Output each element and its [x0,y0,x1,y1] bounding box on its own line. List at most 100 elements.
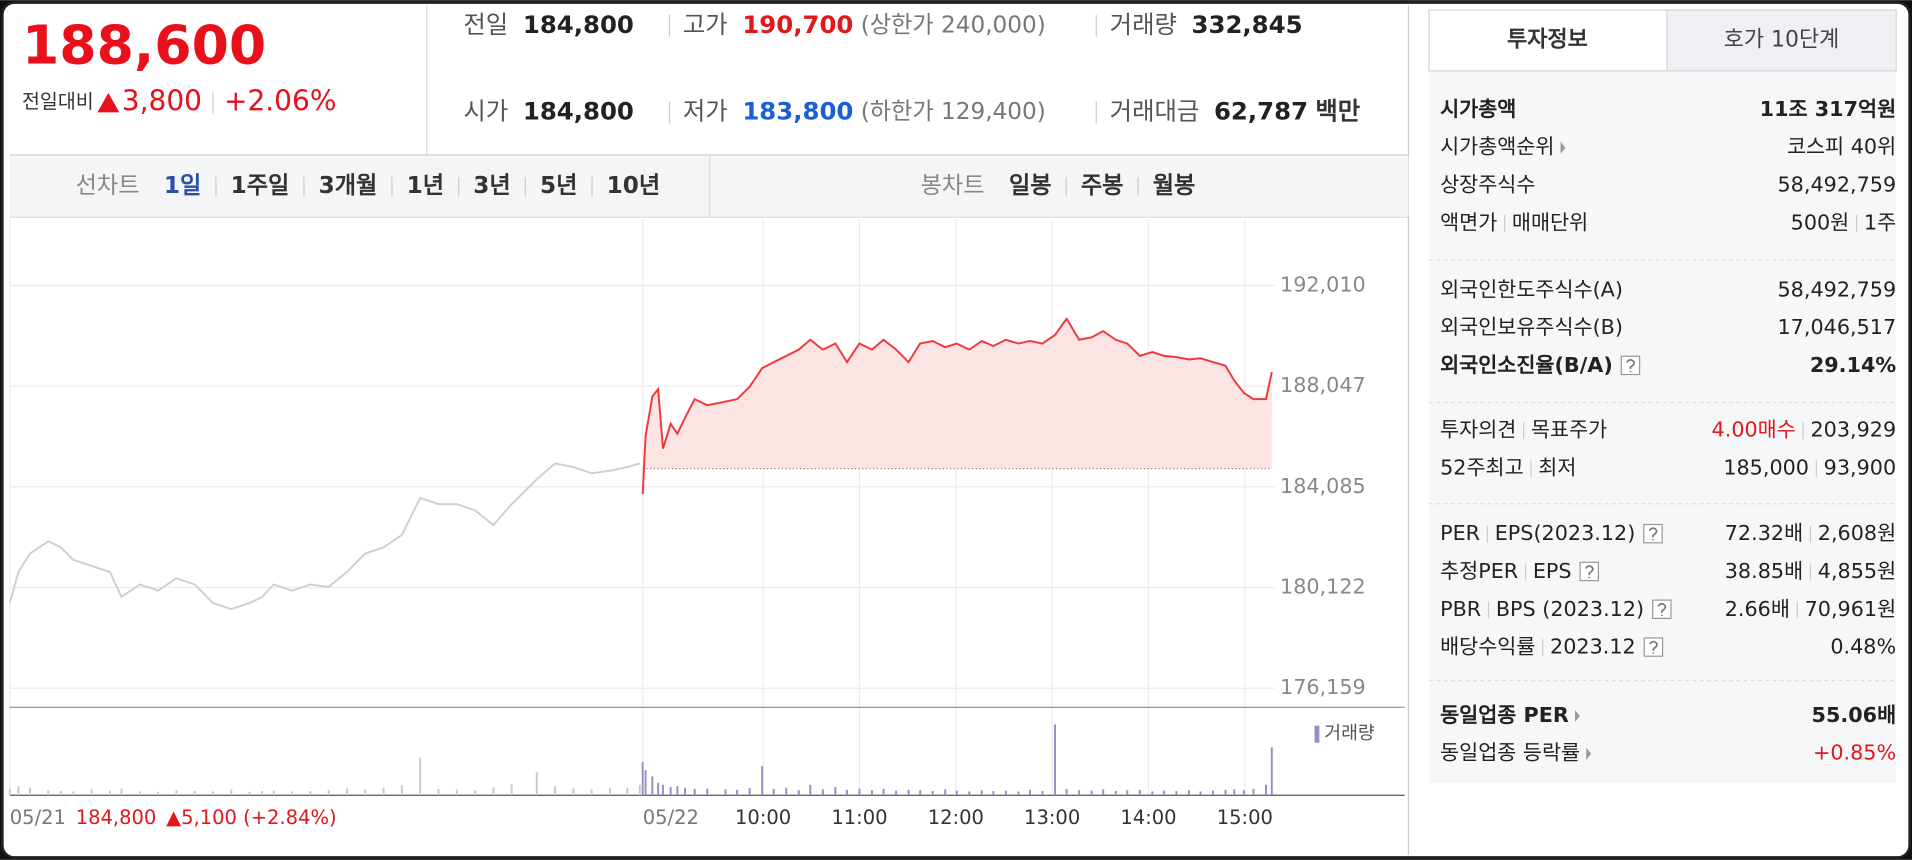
change-value: 3,800 [122,85,202,118]
period-tab[interactable]: 1년 [407,173,444,199]
volume-bar [474,790,477,796]
volume-bar [676,786,679,796]
help-icon[interactable] [1643,637,1664,657]
info-value: 55.06배 [1812,703,1897,727]
info-label: 상장주식수 [1440,173,1535,197]
volume-bar [1151,791,1154,796]
volume-bar [785,787,788,796]
info-label: 외국인소진율(B/A) [1440,353,1613,377]
volume-bar [772,788,775,796]
period-tab[interactable]: 일봉 [1009,173,1052,199]
area [642,318,1272,495]
change-percent: +2.06% [224,85,337,118]
volume-bar [572,788,575,796]
volume-bar [1138,789,1141,796]
period-tab[interactable]: 10년 [607,173,661,199]
annotation: ▲5,100 (+2.84%) [166,806,337,829]
volume-legend: 거래량 [1324,723,1375,744]
volume-bar [1126,790,1129,796]
y-tick-label: 184,085 [1280,474,1366,498]
volume-bar [955,790,958,796]
up-arrow [97,92,120,113]
volume-bar [8,788,11,796]
info-label: 액면가 [1440,210,1497,234]
help-icon[interactable] [1643,523,1663,544]
chart-type-label: 선차트 [76,173,140,199]
volume-bar [871,790,873,796]
summary-value: 332,845 [1192,10,1303,39]
volume-bar [657,782,660,796]
volume-bar [834,786,837,796]
volume-bar [138,791,141,796]
summary-note: (하한가 129,400) [861,99,1046,125]
volume-bar [1270,747,1273,796]
help-icon[interactable] [1652,599,1672,620]
info-value: 코스피 40위 [1787,135,1896,159]
period-tab[interactable]: 5년 [540,173,577,199]
info-value: 11조 317억원 [1760,97,1896,121]
volume-bar [669,786,672,796]
help-icon[interactable] [1620,355,1641,376]
info-label: 매매단위 [1512,210,1588,234]
x-tick-label: 14:00 [1120,806,1176,829]
change-label: 전일대비 [22,90,94,113]
tab-label[interactable]: 호가 10단계 [1724,27,1840,52]
volume-bar [809,784,812,796]
tab-active[interactable] [1428,9,1668,72]
volume-bar [1054,724,1057,796]
volume-bar [608,788,611,796]
price-line [8,462,641,611]
help-mark [1584,565,1594,579]
info-label: 목표주가 [1531,418,1607,442]
volume-bar [992,791,995,796]
volume-bar [968,791,971,796]
volume-bar [437,788,440,796]
volume-bar [1029,789,1031,796]
volume-bar [1102,789,1105,796]
x-tick-label: 10:00 [735,806,791,829]
info-value: 72.32배 [1725,521,1803,545]
summary-value: 184,800 [523,96,634,125]
x-tick-label: 13:00 [1024,806,1080,829]
volume-bar [980,790,983,796]
period-tab[interactable]: 월봉 [1153,173,1196,199]
period-tab[interactable]: 1주일 [231,173,290,199]
volume-bar [327,790,330,796]
y-tick-label: 176,159 [1280,675,1366,699]
period-tab[interactable]: 3년 [473,173,510,199]
info-value: 0.48% [1830,635,1896,659]
summary-note: (상한가 240,000) [861,12,1046,38]
info-label: 추정PER [1440,559,1518,583]
period-tab[interactable]: 주봉 [1081,173,1124,199]
volume-bar [535,772,538,796]
summary-unit: 백만 [1315,96,1360,125]
info-label: 52주최고 [1440,455,1524,479]
tab-label[interactable]: 투자정보 [1507,27,1588,52]
volume-bar [761,766,764,796]
info-label: 동일업종 등락률 [1440,741,1580,765]
info-value: 2.66배 [1725,597,1790,621]
info-value: 4.00매수 [1712,418,1796,442]
help-mark [1657,602,1667,616]
volume-bar [108,790,111,796]
help-icon[interactable] [1579,561,1600,582]
summary-value: 190,700 [742,10,853,39]
info-value: 93,900 [1824,455,1897,479]
volume-bar [47,790,50,796]
info-label: EPS(2023.12) [1495,521,1636,545]
info-label: 외국인한도주식수(A) [1440,277,1623,301]
volume-bar [1162,790,1165,796]
info-value: +0.85% [1813,741,1896,765]
info-value: 58,492,759 [1778,173,1897,197]
volume-bar [1090,790,1093,796]
info-value: 58,492,759 [1778,277,1897,301]
volume-bar [736,789,739,796]
period-tab[interactable]: 1일 [164,173,201,199]
period-tab[interactable]: 3개월 [319,173,378,199]
info-value: 500원 [1791,210,1850,234]
volume-bar [944,789,947,796]
volume-bar [638,784,641,796]
